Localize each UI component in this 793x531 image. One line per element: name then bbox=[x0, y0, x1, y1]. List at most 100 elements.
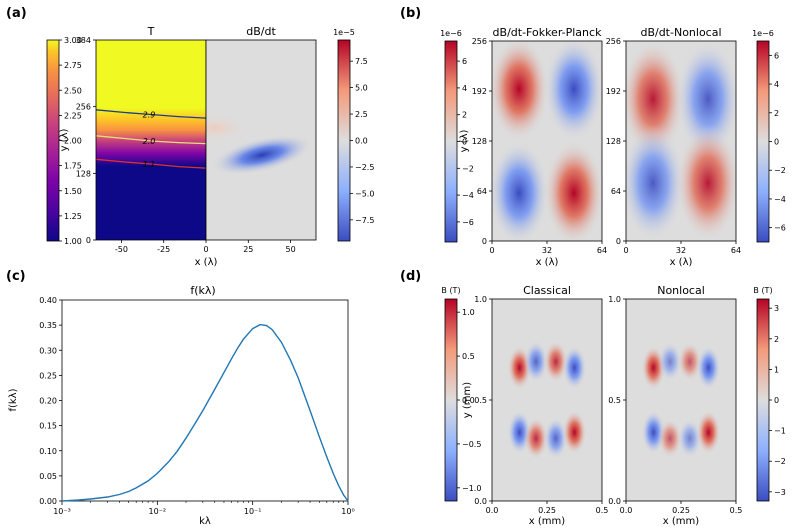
panel-label-a: (a) bbox=[6, 6, 27, 21]
a-contour-line bbox=[95, 135, 207, 145]
d-nonlocal-negative-blob bbox=[677, 418, 702, 458]
b-cbr-tick-label: 2 bbox=[774, 109, 779, 118]
b-x1-tick-label: 64 bbox=[597, 246, 607, 255]
b-fp-lobes bbox=[492, 41, 602, 241]
b-title-nl: dB/dt-Nonlocal bbox=[640, 26, 721, 39]
b-title-fp: dB/dt-Fokker-Planck bbox=[493, 26, 603, 39]
a-dbdt-frame bbox=[205, 39, 317, 241]
a-cbr-tick-label: −5.0 bbox=[355, 189, 374, 198]
b-y2-tick-label: 64 bbox=[611, 187, 621, 196]
b-cbr-tick-label: 6 bbox=[774, 51, 779, 60]
b-cbl-tick-label: 0 bbox=[462, 138, 467, 147]
d-cbr-tick-label: 1 bbox=[774, 365, 779, 374]
b-cbr-tick-label: 0 bbox=[774, 138, 779, 147]
c-ylabel: f(kλ) bbox=[8, 388, 19, 411]
b-xlabel-2: x (λ) bbox=[670, 257, 693, 268]
c-axis-ticks: 0.00 0.05 0.10 0.15 0.20 0.25 0.30 0.35 0.40 10⁻³… bbox=[39, 296, 355, 516]
b-cbr-tick-label: −2 bbox=[774, 166, 786, 175]
a-title-dbdt: dB/dt bbox=[246, 25, 276, 38]
b-y1-tick-label: 256 bbox=[472, 37, 487, 46]
a-colorbar-left bbox=[46, 39, 60, 242]
a-cbl-tick-label: 2.75 bbox=[64, 61, 82, 70]
a-y-tick-label: 128 bbox=[76, 169, 91, 178]
d-y2-tick-label: 1.0 bbox=[608, 295, 621, 304]
a-contour-line bbox=[95, 158, 207, 169]
b-x2-tick-label: 64 bbox=[731, 246, 741, 255]
d-x1-tick-label: 0.0 bbox=[486, 506, 499, 515]
a-contour-label: 1.1 bbox=[143, 160, 156, 169]
b-y1-tick-label: 0 bbox=[482, 237, 487, 246]
d-cbr-tick-label: −3 bbox=[774, 488, 786, 497]
c-series-line bbox=[61, 323, 349, 502]
d-colorbar-left-ticks: −1.0 −0.5 0.0 0.5 1.0 bbox=[457, 308, 481, 493]
d-classical-positive-blob bbox=[524, 417, 548, 460]
a-y-tick-label: 384 bbox=[76, 36, 91, 45]
c-xlabel: kλ bbox=[199, 516, 211, 527]
c-title: f(kλ) bbox=[190, 284, 215, 297]
b-y1-tick-label: 128 bbox=[472, 137, 487, 146]
a-x2-tick-label: 25 bbox=[243, 245, 253, 254]
b-cbl-tick-label: −2 bbox=[462, 164, 474, 173]
c-y-tick-label: 0.35 bbox=[39, 321, 57, 330]
b-cbl-tick-label: −4 bbox=[462, 191, 474, 200]
a-cbl-tick-label: 1.25 bbox=[64, 212, 82, 221]
c-y-tick-label: 0.25 bbox=[39, 371, 57, 380]
a-colorbar-right-exponent: 1e−5 bbox=[333, 28, 355, 37]
d-cbr-tick-label: 3 bbox=[774, 304, 779, 313]
a-contour-label: 2.0 bbox=[143, 137, 156, 146]
a-y-tick-label: 256 bbox=[76, 103, 91, 112]
d-nonlocal-positive-blob bbox=[677, 342, 702, 382]
b-y2-tick-label: 192 bbox=[606, 87, 621, 96]
d-title-classical: Classical bbox=[523, 284, 571, 297]
d-x2-tick-label: 0.25 bbox=[672, 506, 690, 515]
a-x1-tick-label: -25 bbox=[157, 245, 170, 254]
d-xlabel-2: x (mm) bbox=[663, 516, 699, 527]
a-colorbar-right-ticks: −7.5 −5.0 −2.5 0.0 2.5 5.0 7.5 bbox=[350, 57, 374, 225]
b-cbl-tick-label: 4 bbox=[462, 84, 467, 93]
d-classical-negative-blob bbox=[524, 340, 548, 383]
d-colorbar-right-ticks: −3 −2 −1 0 1 2 3 bbox=[769, 304, 786, 497]
a-x2-tick-label: 50 bbox=[286, 245, 296, 254]
a-y-tick-label: 0 bbox=[86, 236, 91, 245]
c-x-tick-label: 10⁻² bbox=[149, 507, 167, 516]
a-cbl-tick-label: 3.00 bbox=[64, 36, 82, 45]
d-x2-tick-label: 0.0 bbox=[620, 506, 633, 515]
b-x1-tick-label: 0 bbox=[489, 246, 494, 255]
b-cbr-tick-label: 4 bbox=[774, 80, 779, 89]
a-x1-tick-label: 0 bbox=[203, 245, 208, 254]
a-cbl-tick-label: 2.00 bbox=[64, 137, 82, 146]
d-nonlocal-negative-blob bbox=[658, 342, 682, 382]
b-y2-tick-label: 128 bbox=[606, 137, 621, 146]
b-colorbar-left-exponent: 1e−6 bbox=[440, 29, 462, 38]
a-dbdt-pale-band bbox=[206, 114, 251, 142]
a-xlabel: x (λ) bbox=[195, 257, 218, 268]
d-xlabel-1: x (mm) bbox=[529, 516, 565, 527]
c-y-tick-label: 0.05 bbox=[39, 472, 57, 481]
b-y1-tick-label: 192 bbox=[472, 87, 487, 96]
panel-label-c: (c) bbox=[6, 269, 26, 284]
b-colorbar-right-exponent: 1e−6 bbox=[752, 29, 774, 38]
a-cbr-tick-label: 2.5 bbox=[355, 110, 368, 119]
d-nonlocal-negative-blob bbox=[696, 345, 721, 390]
a-cbr-tick-label: 7.5 bbox=[355, 57, 368, 66]
d-ylabel: y (mm) bbox=[462, 382, 473, 418]
c-y-tick-label: 0.20 bbox=[39, 397, 57, 406]
d-x2-tick-label: 0.5 bbox=[730, 506, 743, 515]
c-y-tick-label: 0.00 bbox=[39, 497, 57, 506]
d-x1-tick-label: 0.5 bbox=[596, 506, 609, 515]
b-y1-tick-label: 64 bbox=[477, 187, 487, 196]
a-x1-tick-label: -50 bbox=[115, 245, 128, 254]
b-colorbar-right-ticks: −6 −4 −2 0 2 4 6 bbox=[769, 51, 786, 233]
a-temperature-field bbox=[96, 40, 206, 240]
b-nl-lobes bbox=[626, 41, 736, 241]
c-plot-area bbox=[61, 299, 349, 502]
a-cbl-tick-label: 1.75 bbox=[64, 162, 82, 171]
d-classical-positive-blob bbox=[543, 340, 568, 383]
b-cbr-tick-label: −4 bbox=[774, 195, 786, 204]
a-cbl-tick-label: 1.00 bbox=[64, 237, 82, 246]
d-colorbar-right bbox=[756, 298, 770, 502]
d-y1-tick-label: 0.0 bbox=[474, 497, 487, 506]
a-cbl-tick-label: 1.50 bbox=[64, 187, 82, 196]
d-cbl-tick-label: 0.0 bbox=[462, 396, 475, 405]
d-cbr-tick-label: 0 bbox=[774, 396, 779, 405]
